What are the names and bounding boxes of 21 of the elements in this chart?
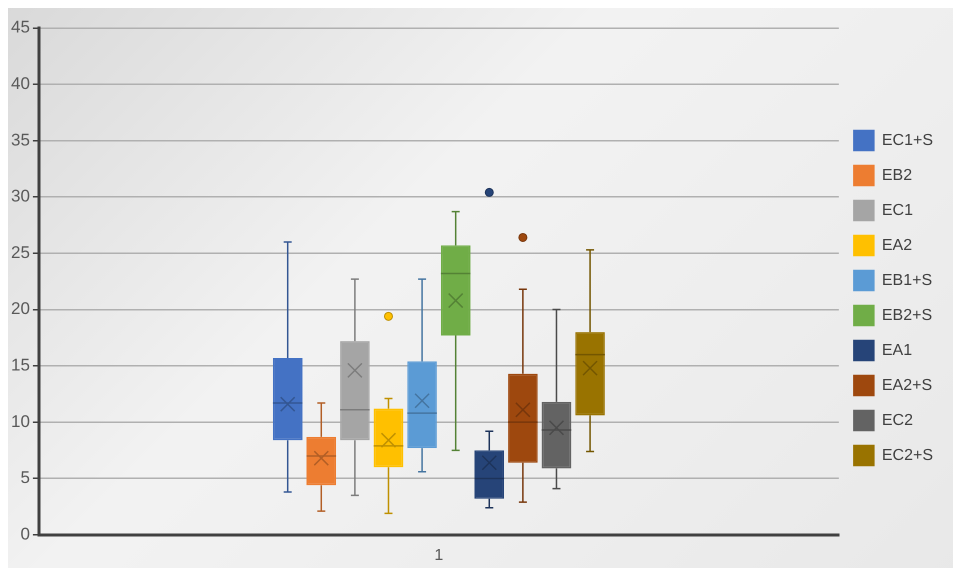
y-tick-label: 45 xyxy=(10,18,30,37)
legend-label: EC1+S xyxy=(882,132,933,149)
y-tick-label: 40 xyxy=(10,74,30,93)
legend-label: EB2 xyxy=(882,166,912,184)
legend-label: EB1+S xyxy=(882,272,932,289)
legend-label: EC2+S xyxy=(882,446,933,464)
legend-label: EA1 xyxy=(882,342,912,359)
legend-label: EC1 xyxy=(882,202,914,219)
y-tick-label: 20 xyxy=(10,299,30,318)
legend-label: EC2 xyxy=(882,412,914,429)
y-tick-label: 15 xyxy=(10,356,30,375)
y-tick-label: 30 xyxy=(10,186,30,206)
y-tick-label: 35 xyxy=(10,130,30,150)
y-tick-label: 0 xyxy=(20,524,30,544)
y-tick-label: 5 xyxy=(20,468,30,488)
legend-label: EA2 xyxy=(882,236,912,254)
x-tick-label: 1 xyxy=(434,546,444,564)
legend-label: EA2+S xyxy=(882,376,932,394)
legend-label: EB2+S xyxy=(882,306,932,324)
y-tick-label: 10 xyxy=(10,412,30,431)
y-tick-label: 25 xyxy=(10,242,30,262)
